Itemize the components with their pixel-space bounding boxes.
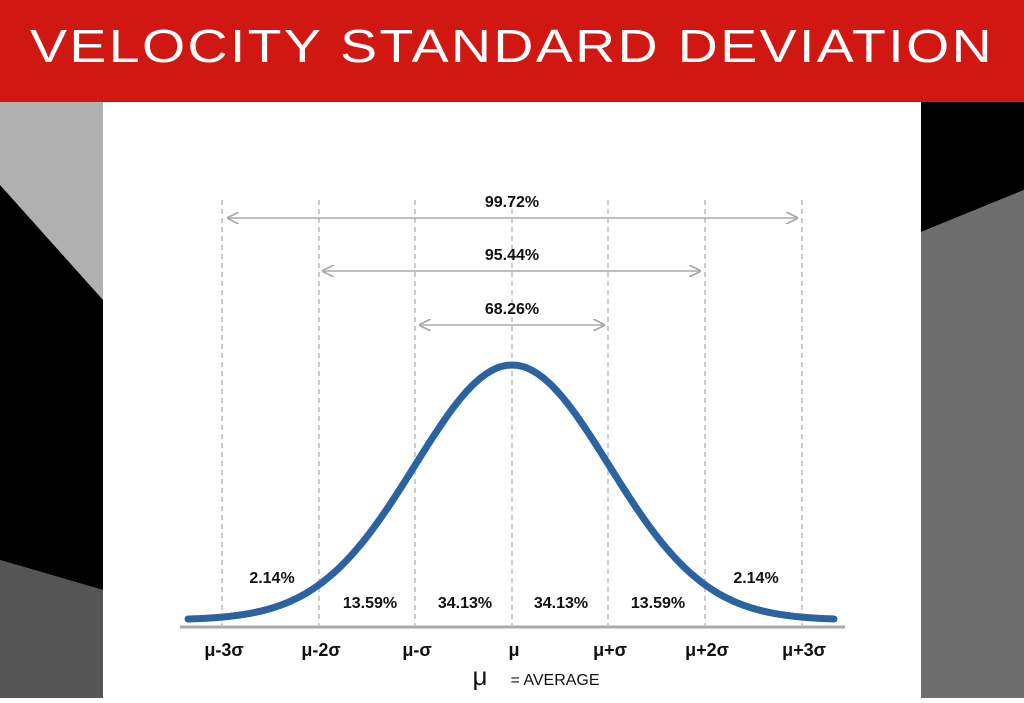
range-label: 68.26%: [485, 301, 539, 318]
axis-label: μ: [508, 640, 519, 660]
bg-shape: [0, 560, 103, 698]
segment-label: 34.13%: [438, 595, 492, 612]
axis-label: μ-σ: [402, 640, 431, 660]
range-label: 99.72%: [485, 194, 539, 211]
segment-label: 2.14%: [733, 570, 778, 587]
segment-label: 13.59%: [343, 595, 397, 612]
bell-curve: [184, 361, 838, 623]
legend-text: = AVERAGE: [510, 672, 599, 689]
segment-label: 34.13%: [534, 595, 588, 612]
header-title: VELOCITY STANDARD DEVIATION: [30, 20, 994, 72]
range-label: 95.44%: [485, 247, 539, 264]
bg-shape: [921, 102, 1024, 232]
segment-label: 2.14%: [249, 570, 294, 587]
bg-shape: [0, 185, 103, 590]
legend-symbol: μ: [473, 661, 488, 691]
axis-label: μ+σ: [593, 640, 627, 660]
axis-label: μ-3σ: [204, 640, 243, 660]
bg-shape: [0, 102, 103, 300]
header-bar: [0, 0, 1024, 102]
bg-shape: [921, 190, 1024, 698]
segment-label: 13.59%: [631, 595, 685, 612]
axis-label: μ-2σ: [301, 640, 340, 660]
axis-label: μ+2σ: [685, 640, 729, 660]
axis-label: μ+3σ: [782, 640, 826, 660]
